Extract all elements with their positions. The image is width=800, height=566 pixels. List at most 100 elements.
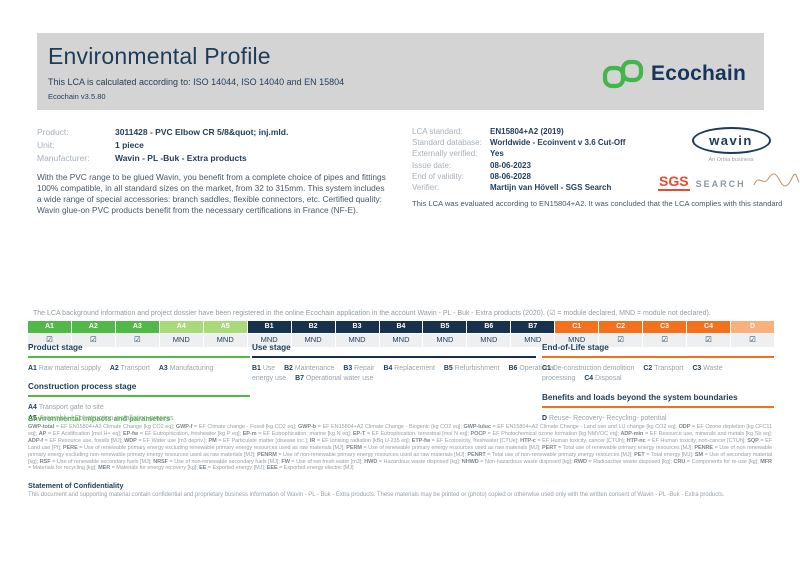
info-value: 3011428 - PVC Elbow CR 5/8&quot; inj.mld… <box>115 127 289 137</box>
legend-key: EE <box>199 465 207 472</box>
confidentiality-text: This document and supporting material co… <box>28 492 725 498</box>
module-status-B4: MND <box>379 334 424 347</box>
ecochain-logo: Ecochain <box>602 59 746 89</box>
legend-key: GWP-f <box>175 424 193 430</box>
legend-key: PENRE <box>694 444 714 451</box>
legend-key: HTP-nc <box>626 437 646 444</box>
stage-label: Transport gate to site <box>38 404 104 412</box>
info-value: 08-06-2023 <box>490 160 531 170</box>
stage-label: Reuse- Recovery- Recycling- potential <box>548 414 667 422</box>
stage-title: Use stage <box>252 343 291 352</box>
legend-key: GWP-b <box>297 424 317 430</box>
environmental-heading: Environmental impacts and parameters <box>28 414 171 423</box>
stage-item: C3 Waste processing <box>542 365 723 382</box>
module-status-A1: ☑ <box>28 334 72 347</box>
ecochain-logo-text: Ecochain <box>651 62 746 85</box>
module-status-C2: ☑ <box>599 334 644 347</box>
legend-key: MER <box>98 465 111 472</box>
module-status-B5: MND <box>423 334 468 347</box>
info-row: Issue date: 08-06-2023 <box>412 160 684 171</box>
stage-rule <box>542 405 774 408</box>
stage-code: C2 <box>643 365 653 372</box>
info-label: LCA standard: <box>412 127 463 136</box>
page-title: Environmental Profile <box>48 43 271 69</box>
module-status-A5: MND <box>203 334 248 347</box>
info-value: Wavin - PL -Buk - Extra products <box>115 153 247 163</box>
module-cell-B6: B6 <box>467 321 512 333</box>
legend-key: ADP-f <box>28 437 44 444</box>
legend-key: POCP <box>470 430 486 437</box>
modules-table: A1 A2 A3 A4 A5 B1 B2 B3 B4 B5 B6 B7 C1 C2 C3 C4 D ☑ ☑ ☑ MND… <box>28 321 774 347</box>
module-cell-C4: C4 <box>687 321 731 333</box>
stage-rule <box>28 395 250 398</box>
header: Environmental Profile This LCA is calcul… <box>37 33 764 110</box>
info-label: Product: <box>37 127 69 137</box>
stage-label: Raw material supply <box>38 365 101 372</box>
legend-key: ODP <box>678 424 691 430</box>
stage-items: B1 Use B2 Maintenance B3 Repair B4 Replacement B… <box>252 364 555 385</box>
stage-code: B2 <box>284 365 293 372</box>
module-cell-C1: C1 <box>555 321 600 333</box>
product-info-section: Product: 3011428 - PVC Elbow CR 5/8&quot;… <box>37 126 389 216</box>
app-version: Ecochain v3.5.80 <box>48 92 106 101</box>
confidentiality-heading: Statement of Confidentiality <box>28 481 124 490</box>
legend-key: PERT <box>542 444 557 451</box>
info-label: Externally verified: <box>412 149 478 159</box>
header-subtitle: This LCA is calculated according to: ISO… <box>48 77 345 87</box>
info-row: LCA standard: EN15804+A2 (2019) <box>412 126 684 137</box>
module-status-B2: MND <box>291 334 336 347</box>
legend-key: EP-fw <box>123 430 139 437</box>
modules-header-row: A1 A2 A3 A4 A5 B1 B2 B3 B4 B5 B6 B7 C1 C2 C3 C4 D <box>28 321 774 333</box>
legend-key: ADP-min <box>620 430 644 437</box>
stage-code: A4 <box>28 404 37 412</box>
stage-code: A2 <box>109 365 119 372</box>
sgs-search-logo: SGS SEARCH <box>658 171 800 191</box>
legend-key: SM <box>694 451 704 458</box>
stage-code: A3 <box>158 365 168 372</box>
info-row: Manufacturer: Wavin - PL -Buk - Extra pro… <box>37 152 389 165</box>
stage-item: A1 Raw material supply <box>28 365 101 372</box>
lca-info-rows: LCA standard: EN15804+A2 (2019) Standard d… <box>412 126 684 193</box>
stage-code: B3 <box>343 365 353 372</box>
legend-key: PENRT <box>467 451 486 458</box>
stage-title: Product stage <box>28 343 83 352</box>
module-cell-A3: A3 <box>115 321 160 333</box>
legend-key: NRSF <box>153 458 168 465</box>
module-cell-C3: C3 <box>643 321 688 333</box>
module-status-B1: MND <box>247 334 292 347</box>
module-status-A3: ☑ <box>115 334 160 347</box>
stage-code: A5 <box>28 414 37 422</box>
module-status-C1: MND <box>555 334 600 347</box>
stage-code: D <box>542 414 547 422</box>
stage-label: Refurbishment <box>454 365 500 372</box>
stage-title: End-of-Life stage <box>542 343 609 352</box>
stage-code: B6 <box>508 365 518 372</box>
stage-label: Assembly / Construction installation pro… <box>38 414 174 422</box>
environmental-legend: GWP-total = EF EN15804+A2 Climate Change… <box>28 424 773 472</box>
legend-key: ETP-fw <box>411 437 431 444</box>
module-status-A4: MND <box>159 334 204 347</box>
stage-label: Operational energy use <box>252 365 555 383</box>
stage-items: D Reuse- Recovery- Recycling- potential <box>542 414 774 424</box>
module-cell-C2: C2 <box>599 321 644 333</box>
legend-key: RWD <box>574 458 587 465</box>
legend-key: MFR <box>760 458 772 465</box>
legend-key: AP <box>38 430 47 437</box>
legend-key: GWP-total <box>28 424 55 430</box>
stage-label: Replacement <box>394 365 435 372</box>
module-cell-B7: B7 <box>511 321 556 333</box>
stage-code: B7 <box>295 375 304 383</box>
info-value: 1 piece <box>115 140 144 150</box>
info-label: Verifier: <box>412 183 440 193</box>
info-label: Unit: <box>37 140 55 150</box>
sgs-logo-text: SGS <box>658 173 690 191</box>
legend-key: EP-m <box>242 430 257 437</box>
info-value: EN15804+A2 (2019) <box>490 127 564 136</box>
stage-code: B5 <box>443 365 453 372</box>
wavin-logo: wavin An Orbia business <box>690 127 772 163</box>
info-row: Unit: 1 piece <box>37 139 389 152</box>
legend-key: NHWD <box>461 458 479 465</box>
stage-rule <box>28 356 250 358</box>
stage-code: C4 <box>584 375 594 383</box>
registration-note: The LCA background information and proje… <box>33 310 711 317</box>
